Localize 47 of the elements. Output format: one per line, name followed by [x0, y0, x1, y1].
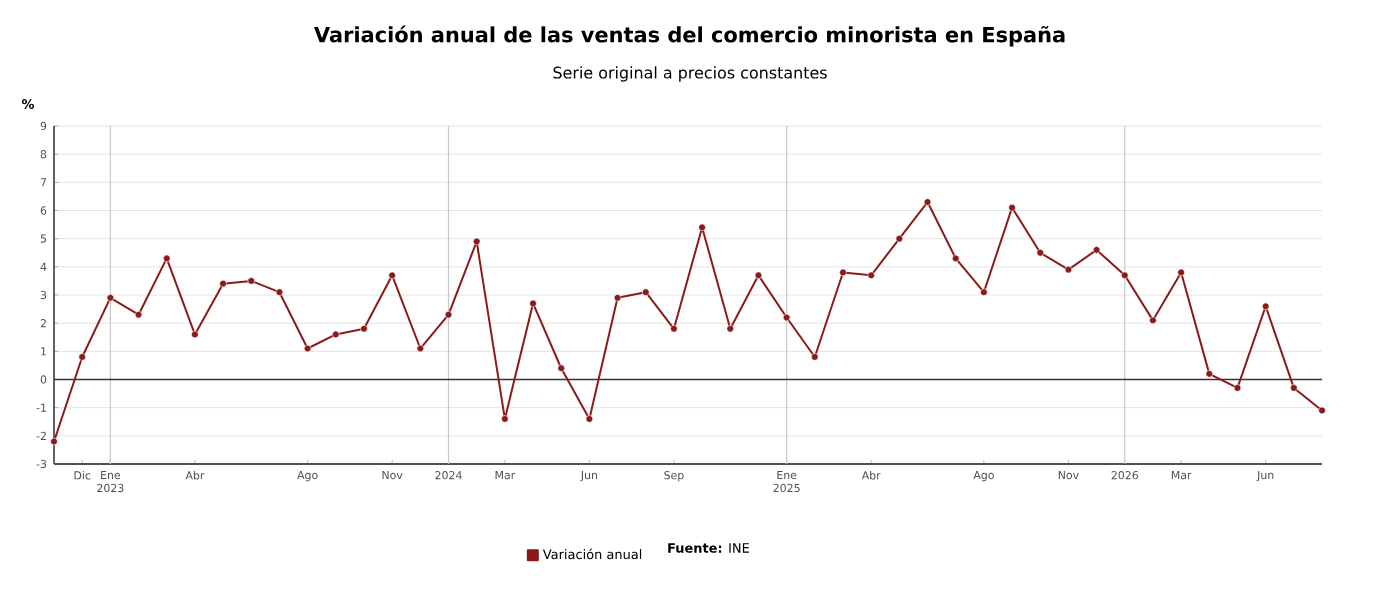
point: [1261, 302, 1270, 310]
point: [754, 271, 763, 279]
point: [219, 280, 227, 288]
point: [867, 271, 875, 279]
point: [191, 330, 199, 339]
point: [642, 288, 650, 296]
point: [1205, 370, 1213, 378]
point: [952, 254, 960, 263]
point: [1290, 384, 1298, 392]
point: [416, 344, 425, 353]
point: [980, 288, 988, 296]
point: [1064, 265, 1073, 274]
point: [895, 234, 904, 243]
point: [923, 198, 932, 206]
point: [811, 353, 819, 361]
point: [1177, 268, 1185, 277]
point: [698, 223, 706, 232]
point: [332, 330, 340, 339]
point: [444, 311, 453, 319]
point: [472, 237, 481, 246]
point: [50, 437, 58, 446]
point: [360, 325, 368, 333]
point: [585, 415, 594, 423]
point: [1233, 384, 1242, 392]
point: [163, 254, 171, 263]
point: [1092, 246, 1101, 254]
point: [1008, 204, 1016, 212]
point: [529, 299, 537, 308]
point: [1121, 271, 1129, 279]
point: [726, 325, 734, 333]
point: [1149, 316, 1157, 325]
point: [275, 288, 284, 296]
point: [1036, 249, 1044, 257]
chart-title: Variación anual de las ventas del comercio minorista en España: [314, 25, 1065, 47]
point: [1318, 406, 1326, 415]
point: [247, 277, 255, 285]
point: [670, 325, 678, 333]
point: [501, 415, 509, 423]
point: [106, 294, 115, 302]
point: [839, 268, 847, 277]
point: [303, 344, 312, 353]
point: [613, 294, 622, 302]
point: [78, 353, 86, 361]
point: [134, 311, 143, 319]
point: [782, 313, 791, 322]
point: [557, 364, 565, 372]
point: [388, 271, 396, 279]
